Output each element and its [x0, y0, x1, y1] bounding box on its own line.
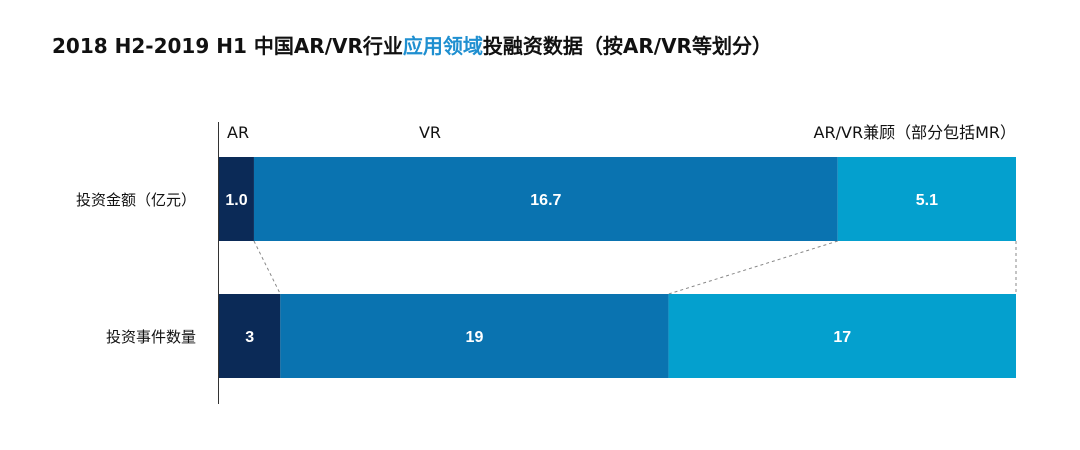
value-label-count-AR-VR兼顾: 17 — [833, 329, 851, 346]
value-label-amount-AR: 1.0 — [225, 192, 247, 209]
bar-count-AR-VR兼顾 — [668, 294, 1016, 378]
bar-amount-AR-VR兼顾 — [837, 157, 1016, 241]
connector-line — [253, 240, 281, 295]
value-label-amount-AR-VR兼顾: 5.1 — [916, 192, 938, 209]
bars-group — [219, 157, 1016, 378]
row-labels: 投资金额（亿元） 投资事件数量 — [76, 191, 196, 346]
value-label-count-VR: 19 — [466, 329, 484, 346]
row-label-count: 投资事件数量 — [106, 328, 196, 346]
legend: AR VR AR/VR兼顾（部分包括MR） — [227, 123, 1016, 142]
connector-line — [668, 240, 838, 295]
legend-AR: AR — [227, 123, 249, 142]
segment-labels: 1.0 16.7 5.1 3 19 17 — [225, 192, 938, 346]
legend-AR-VR兼顾: AR/VR兼顾（部分包括MR） — [814, 123, 1016, 142]
bar-amount-AR — [219, 157, 254, 241]
legend-VR: VR — [419, 123, 441, 142]
bar-amount-VR — [253, 157, 838, 241]
bar-count-AR — [219, 294, 281, 378]
title-prefix: 2018 H2-2019 H1 中国AR/VR行业 — [52, 34, 403, 58]
value-label-amount-VR: 16.7 — [530, 192, 561, 209]
connector-lines — [253, 240, 1017, 295]
bar-count-VR — [280, 294, 669, 378]
row-label-amount: 投资金额（亿元） — [76, 191, 196, 209]
title-suffix: 投融资数据（按AR/VR等划分） — [482, 34, 772, 58]
value-label-count-AR: 3 — [245, 329, 254, 346]
chart-title: 2018 H2-2019 H1 中国AR/VR行业应用领域投融资数据（按AR/V… — [52, 30, 772, 59]
title-highlight: 应用领域 — [402, 34, 483, 58]
